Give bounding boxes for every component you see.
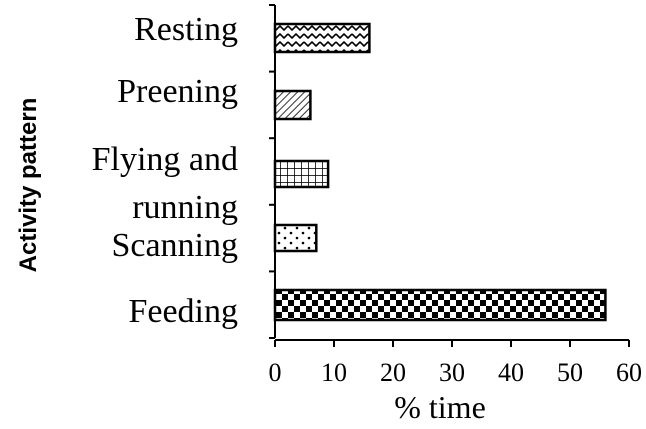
bar-preening	[273, 89, 312, 121]
bar-resting	[273, 22, 371, 54]
category-label: Scanning	[111, 227, 238, 264]
category-label: Preening	[117, 73, 238, 110]
category-label: Feeding	[128, 293, 238, 330]
category-label: Resting	[134, 11, 238, 48]
x-tick-label: 30	[439, 358, 465, 387]
x-tick-label: 0	[269, 358, 282, 387]
x-tick-label: 20	[380, 358, 406, 387]
axes	[269, 4, 630, 347]
category-label: Flying and	[92, 141, 238, 178]
bars	[273, 22, 607, 322]
x-tick-labels: 0 10 20 30 40 50 60	[269, 358, 643, 387]
bar-scanning	[273, 223, 318, 253]
category-label: running	[132, 189, 238, 226]
x-tick-label: 50	[557, 358, 583, 387]
x-axis-title: % time	[394, 389, 486, 425]
y-axis-title: Activity pattern	[15, 98, 42, 273]
x-tick-label: 10	[321, 358, 347, 387]
category-labels: Resting Preening Flying and runningScanning…	[92, 11, 238, 330]
bar-feeding	[273, 288, 607, 322]
x-tick-label: 40	[498, 358, 524, 387]
bar-flying-and-running	[273, 159, 330, 189]
x-tick-label: 60	[616, 358, 642, 387]
